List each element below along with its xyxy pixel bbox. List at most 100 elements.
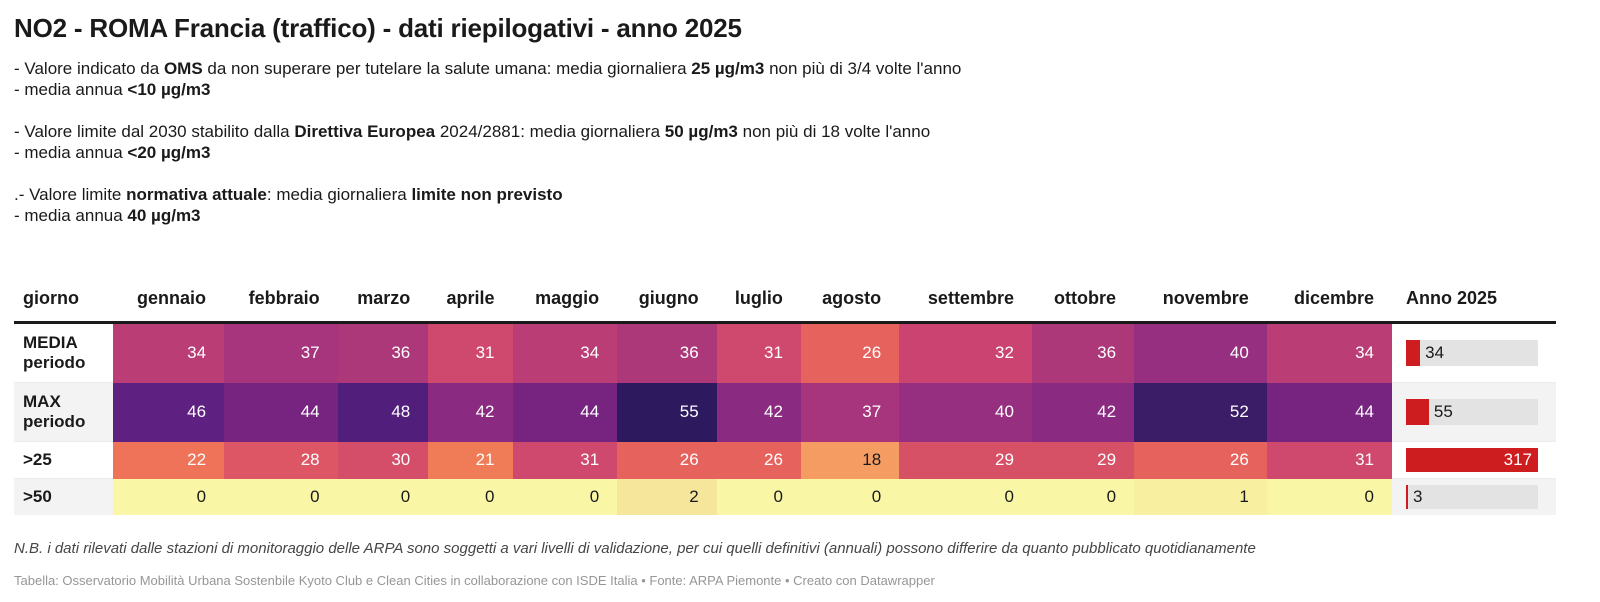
heatmap-cell-giugno: 26 [617,441,717,479]
heatmap-cell-giugno: 36 [617,322,717,383]
heatmap-cell-agosto: 26 [800,322,900,383]
heatmap-cell-dicembre: 31 [1266,441,1392,479]
table-header-row: giorno gennaio febbraio marzo aprile maggio gi… [14,247,1556,324]
heatmap-cell-marzo: 36 [337,322,429,383]
anno-bar-track: 34 [1406,340,1538,366]
note-block: - Valore limite dal 2030 stabilito dalla… [14,121,1556,163]
column-header-febbraio: febbraio [224,247,338,324]
note-line: - Valore indicato da OMS da non superare… [14,58,1556,79]
note-text: : media giornaliera [266,185,412,204]
attribution: Tabella: Osservatorio Mobilità Urbana So… [14,573,935,588]
heatmap-cell-dicembre: 0 [1266,478,1392,515]
note-bold-text: 40 µg/m3 [127,206,201,225]
heatmap-cell-febbraio: 0 [224,478,338,515]
limit-notes: - Valore indicato da OMS da non superare… [14,58,1556,226]
note-line: - media annua 40 µg/m3 [14,205,1556,226]
anno-bar-cell: 3 [1392,478,1556,515]
heatmap-cell-gennaio: 34 [113,322,225,383]
heatmap-cell-agosto: 0 [800,478,900,515]
heatmap-cell-marzo: 0 [337,478,429,515]
heatmap-cell-dicembre: 44 [1266,382,1392,442]
note-line: - media annua <10 µg/m3 [14,79,1556,100]
note-line: - media annua <20 µg/m3 [14,142,1556,163]
column-header-gennaio: gennaio [113,247,225,324]
note-bold-text: Direttiva Europea [294,122,436,141]
heatmap-cell-novembre: 40 [1134,322,1267,383]
column-header-marzo: marzo [337,247,429,324]
column-header-agosto: agosto [800,247,900,324]
anno-bar-value: 34 [1425,343,1445,362]
heatmap-cell-febbraio: 44 [224,382,338,442]
heatmap-cell-febbraio: 28 [224,441,338,479]
heatmap-cell-luglio: 31 [716,322,801,383]
heatmap-cell-ottobre: 36 [1031,322,1135,383]
anno-bar-value: 317 [1503,450,1532,469]
column-header-dicembre: dicembre [1266,247,1392,324]
anno-bar-track: 3 [1406,485,1538,509]
table-row: MAX periodo 46 44 48 42 44 55 42 37 40 42 52 44 55 [14,382,1556,442]
table-row: >25 22 28 30 21 31 26 26 18 29 29 26 31 317 [14,441,1556,479]
heatmap-cell-febbraio: 37 [224,322,338,383]
heatmap-cell-settembre: 40 [899,382,1032,442]
row-label: MAX periodo [14,382,113,442]
column-header-luglio: luglio [716,247,801,324]
heatmap-cell-maggio: 44 [512,382,618,442]
heatmap-cell-novembre: 26 [1134,441,1267,479]
note-bold-text: 25 µg/m3 [691,59,765,78]
heatmap-cell-giugno: 2 [617,478,717,515]
heatmap-cell-settembre: 32 [899,322,1032,383]
heatmap-cell-agosto: 18 [800,441,900,479]
note-text: 2024/2881: media giornaliera [435,122,665,141]
heatmap-cell-novembre: 1 [1134,478,1267,515]
note-bold-text: 50 µg/m3 [664,122,738,141]
column-header-maggio: maggio [512,247,618,324]
note-bold-text: <10 µg/m3 [127,80,211,99]
heatmap-cell-agosto: 37 [800,382,900,442]
table-row: MEDIA periodo 34 37 36 31 34 36 31 26 32 36 40 34 34 [14,322,1556,383]
note-text: non più di 3/4 volte l'anno [764,59,962,78]
heatmap-cell-aprile: 42 [428,382,513,442]
anno-bar-cell: 317 [1392,441,1556,479]
anno-bar [1406,399,1429,425]
column-header-anno-2025: Anno 2025 [1392,247,1556,324]
note-text: - Valore limite dal 2030 stabilito dalla [14,122,295,141]
row-label: MEDIA periodo [14,322,113,383]
note-bold-text: normativa attuale [126,185,267,204]
anno-bar: 317 [1406,448,1538,472]
heatmap-cell-aprile: 31 [428,322,513,383]
heatmap-cell-ottobre: 0 [1031,478,1135,515]
heatmap-cell-aprile: 21 [428,441,513,479]
heatmap-cell-luglio: 0 [716,478,801,515]
validation-note: N.B. i dati rilevati dalle stazioni di m… [14,540,1256,557]
heatmap-cell-gennaio: 46 [113,382,225,442]
heatmap-cell-maggio: 31 [512,441,618,479]
column-header-ottobre: ottobre [1031,247,1135,324]
anno-bar-cell: 34 [1392,322,1556,383]
column-header-giorno: giorno [14,247,113,324]
heatmap-cell-ottobre: 29 [1031,441,1135,479]
heatmap-cell-luglio: 26 [716,441,801,479]
heatmap-cell-ottobre: 42 [1031,382,1135,442]
column-header-novembre: novembre [1134,247,1267,324]
row-label: >50 [14,478,113,515]
note-bold-text: limite non previsto [411,185,563,204]
heatmap-cell-maggio: 0 [512,478,618,515]
note-text: - media annua [14,80,128,99]
note-line: .- Valore limite normativa attuale: medi… [14,184,1556,205]
heatmap-cell-gennaio: 22 [113,441,225,479]
anno-bar [1406,340,1421,366]
note-block: .- Valore limite normativa attuale: medi… [14,184,1556,226]
note-bold-text: OMS [163,59,203,78]
anno-bar [1406,485,1408,509]
heatmap-cell-aprile: 0 [428,478,513,515]
heatmap-cell-settembre: 29 [899,441,1032,479]
heatmap-cell-novembre: 52 [1134,382,1267,442]
note-block: - Valore indicato da OMS da non superare… [14,58,1556,100]
heatmap-cell-settembre: 0 [899,478,1032,515]
column-header-giugno: giugno [617,247,717,324]
anno-bar-track: 55 [1406,399,1538,425]
heatmap-cell-marzo: 48 [337,382,429,442]
heatmap-cell-luglio: 42 [716,382,801,442]
no2-summary-table: giorno gennaio febbraio marzo aprile maggio gi… [14,247,1556,515]
